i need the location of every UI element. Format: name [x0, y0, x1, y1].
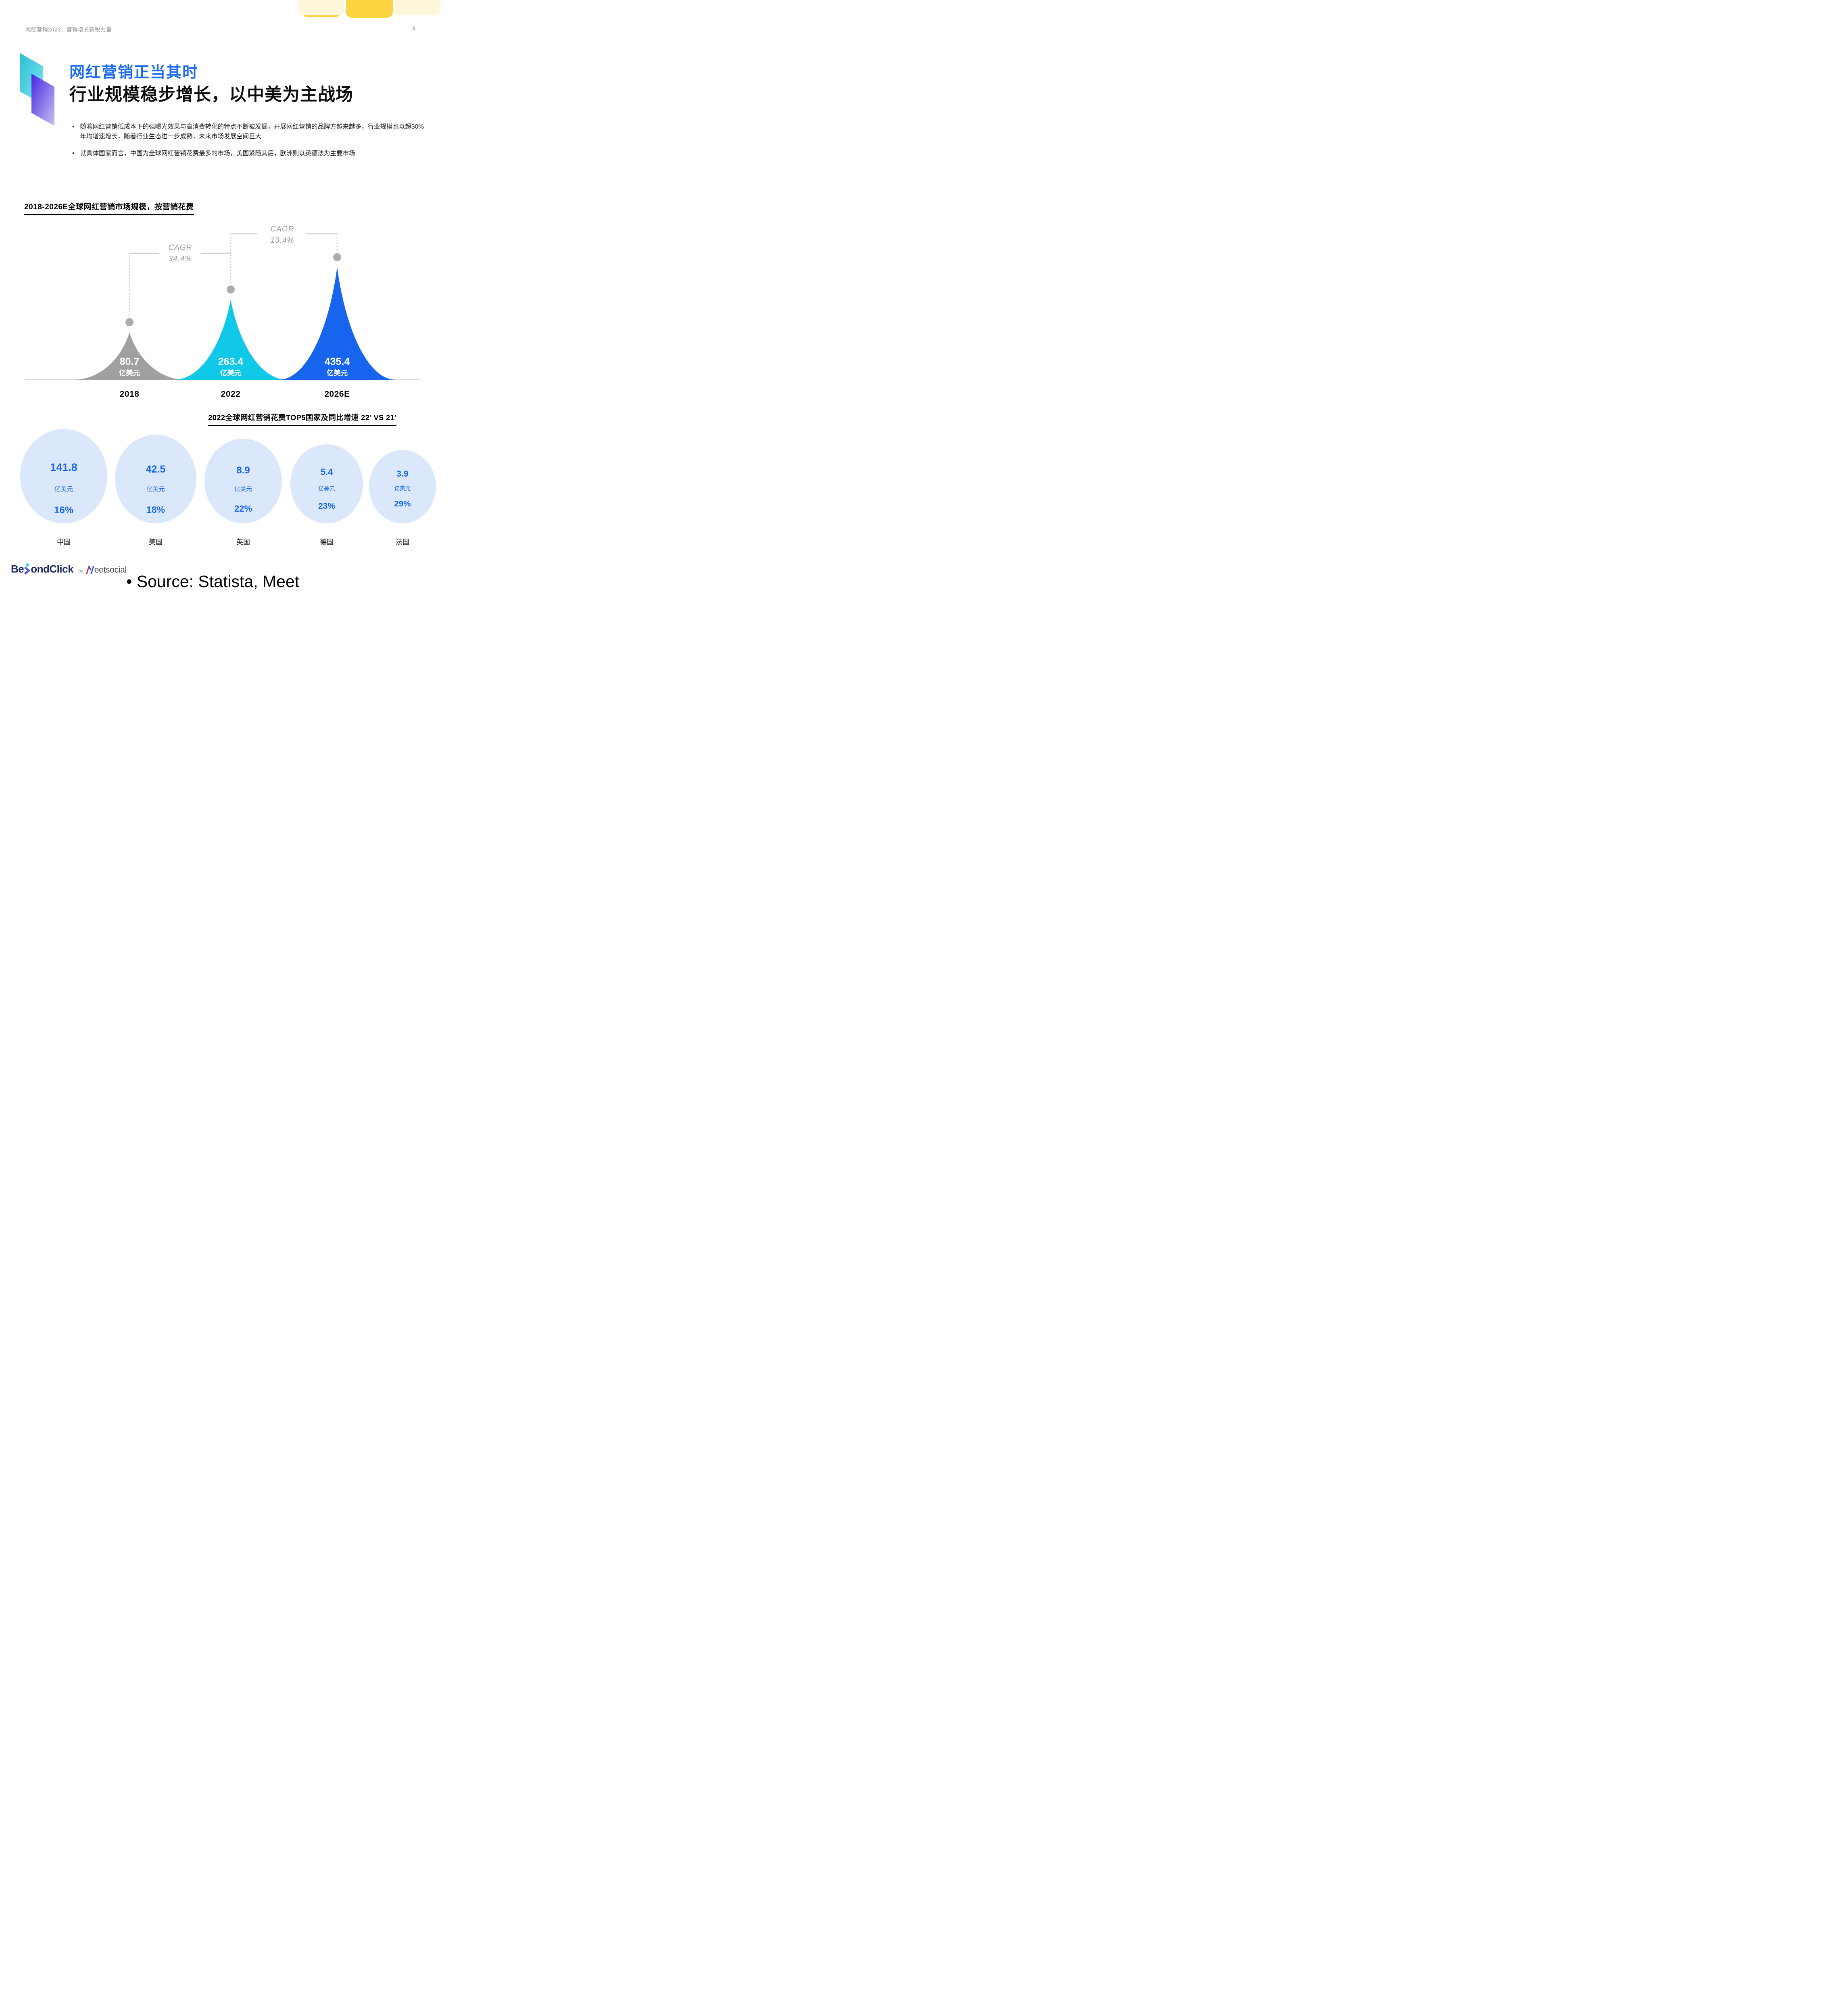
cagr2-value: 13.4% [271, 236, 294, 245]
company-suffix: eetsocial [94, 565, 127, 575]
apex-dot-2026 [333, 253, 341, 261]
decor-cream-tab-right [394, 0, 440, 15]
bubble-usa: 42.5 亿美元 18% [115, 435, 196, 523]
list-item: • 随着网红营销低成本下的强曝光效果与高消费转化的特点不断被发掘，开展网红营销的… [72, 122, 428, 142]
bubble-unit: 亿美元 [54, 485, 73, 493]
hero-title-accent: 网红营销正当其时 [69, 64, 199, 81]
bubble-growth: 29% [394, 499, 411, 509]
bubble-uk: 8.9 亿美元 22% [204, 439, 282, 523]
bubble-growth: 22% [234, 503, 252, 514]
diamond-logo-icon [20, 53, 54, 126]
bubble-france: 3.9 亿美元 29% [369, 450, 436, 523]
bubble-unit: 亿美元 [394, 485, 411, 492]
axis-label-2026: 2026E [324, 389, 350, 399]
bubble-value: 3.9 [396, 469, 409, 479]
cagr1-value: 34.4% [169, 255, 192, 263]
bubble-value: 42.5 [146, 463, 166, 475]
peak-unit-2018: 亿美元 [119, 369, 140, 377]
market-size-peak-chart: CAGR 34.4% CAGR 13.4% 80.7 亿美元 263.4 亿美元… [25, 225, 419, 399]
bullet-marker: • [72, 150, 75, 157]
bubble-unit: 亿美元 [234, 486, 252, 493]
decor-yellow-tab-center [346, 0, 393, 18]
footer-brand: Be ondClick by eetsocial [11, 563, 127, 575]
decor-cream-tab-left [298, 0, 344, 15]
bubble-china: 141.8 亿美元 16% [20, 429, 107, 523]
report-page: 网红营销2023：营销增长新锐力量 9 网红营销正当其时 行业规模稳步增长，以中… [0, 0, 457, 594]
bullet-text: 就具体国家而言，中国为全球网红营销花费最多的市场，美国紧随其后，欧洲则以英德法为… [80, 150, 355, 157]
peak-2026 [278, 267, 396, 380]
bubble-unit: 亿美元 [318, 485, 335, 492]
bubble-value: 5.4 [320, 467, 333, 477]
peak-value-2018: 80.7 [120, 356, 140, 367]
meetsocial-m-icon [86, 566, 94, 574]
doc-title: 网红营销2023：营销增长新锐力量 [25, 27, 112, 33]
chart1-title: 2018-2026E全球网红营销市场规模，按营销花费 [24, 201, 194, 215]
chart2-title: 2022全球网红营销花费TOP5国家及同比增速 22' VS 21' [208, 412, 396, 426]
bubble-unit: 亿美元 [146, 486, 165, 493]
bullet-marker: • [72, 123, 75, 130]
apex-dot-2022 [227, 285, 235, 294]
peak-unit-2022: 亿美元 [220, 369, 242, 377]
country-label-usa: 美国 [149, 538, 163, 546]
brand-by: by [78, 568, 83, 574]
apex-dot-2018 [125, 318, 133, 326]
beyondclick-y-icon [24, 563, 31, 575]
list-item: • 就具体国家而言，中国为全球网红营销花费最多的市场，美国紧随其后，欧洲则以英德… [72, 149, 428, 158]
source-note: • Source: Statista, Meet [126, 572, 300, 591]
bullet-list: • 随着网红营销低成本下的强曝光效果与高消费转化的特点不断被发掘，开展网红营销的… [72, 122, 428, 166]
bubble-value: 141.8 [50, 461, 77, 473]
brand-prefix: Be [11, 563, 24, 575]
peak-unit-2026: 亿美元 [327, 369, 348, 377]
bubble-growth: 23% [318, 501, 336, 511]
hero-title-main: 行业规模稳步增长，以中美为主战场 [69, 85, 353, 104]
page-number: 9 [412, 25, 415, 31]
cagr2-label: CAGR [271, 225, 294, 233]
bubble-germany: 5.4 亿美元 23% [290, 444, 363, 523]
peak-2022 [174, 300, 288, 380]
cagr1-label: CAGR [169, 244, 192, 252]
peak-value-2026: 435.4 [325, 356, 350, 367]
bullet-text: 随着网红营销低成本下的强曝光效果与高消费转化的特点不断被发掘，开展网红营销的品牌… [80, 123, 424, 140]
axis-label-2018: 2018 [120, 389, 140, 399]
bubble-growth: 16% [54, 504, 74, 516]
peak-value-2022: 263.4 [218, 356, 244, 367]
country-label-uk: 英国 [236, 538, 250, 546]
axis-label-2022: 2022 [221, 389, 241, 399]
peak-2018 [73, 332, 186, 380]
brand-suffix: ondClick [31, 563, 74, 575]
bubble-growth: 18% [146, 504, 165, 515]
country-label-france: 法国 [396, 538, 409, 546]
country-label-germany: 德国 [320, 538, 334, 546]
country-label-china: 中国 [57, 538, 71, 546]
bubble-value: 8.9 [236, 465, 250, 476]
